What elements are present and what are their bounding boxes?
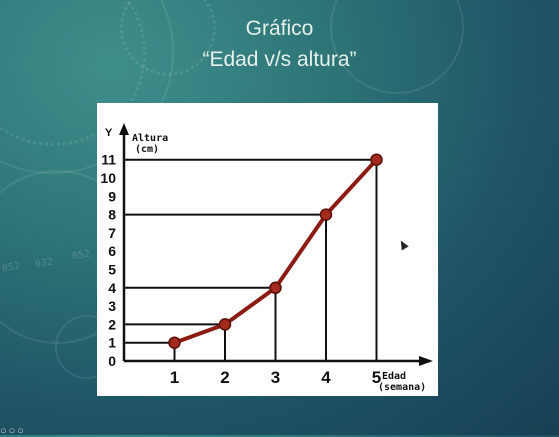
- x-axis-label: Edad: [382, 371, 406, 382]
- x-tick-label: 5: [372, 368, 381, 387]
- y-tick-label: 7: [108, 225, 116, 241]
- y-tick-label: 2: [108, 316, 116, 332]
- y-axis-label: Altura: [132, 133, 168, 144]
- y-tick-label: 0: [108, 353, 116, 369]
- y-tick-label: 9: [108, 188, 116, 204]
- y-tick-label: 6: [108, 243, 116, 259]
- chart-panel: Y Altura (cm) Edad (semana) 0 1 2 3 4 5 6 7 8 9 10…: [97, 103, 438, 396]
- y-tick-labels: 0 1 2 3 4 5 6 7 8 9 10 11: [100, 152, 116, 369]
- decorative-dial: [120, 0, 216, 76]
- x-tick-labels: 1 2 3 4 5: [170, 368, 381, 387]
- data-point: [370, 153, 383, 166]
- y-tick-label: 3: [108, 298, 116, 314]
- data-point: [218, 318, 232, 331]
- line-chart: Y Altura (cm) Edad (semana) 012345678910…: [100, 123, 433, 393]
- data-point: [319, 208, 333, 221]
- x-tick-label: 4: [321, 368, 331, 387]
- x-axis-unit: (semana): [378, 382, 426, 393]
- x-tick-label: 2: [220, 368, 229, 387]
- y-tick-label: 11: [101, 152, 116, 168]
- y-tick-label: 10: [100, 170, 116, 186]
- x-tick-label: 3: [271, 368, 280, 387]
- partial-glyphs: ○○○: [0, 425, 26, 437]
- data-point: [269, 281, 282, 295]
- y-tick-label: 4: [108, 280, 116, 296]
- y-axis-symbol: Y: [105, 127, 113, 139]
- slide-subtitle: “Edad v/s altura”: [202, 48, 357, 71]
- x-axis-arrow: [419, 356, 433, 366]
- guide-lines: [124, 158, 378, 361]
- y-axis-arrow: [119, 123, 129, 135]
- y-axis-unit: (cm): [135, 144, 159, 155]
- x-tick-label: 1: [170, 368, 179, 387]
- y-tick-label: 1: [108, 335, 116, 351]
- slide-title: Gráfico: [245, 17, 314, 40]
- y-tick-label: 5: [108, 262, 116, 278]
- data-series: [168, 153, 383, 349]
- data-point: [168, 336, 181, 349]
- axes: [119, 123, 433, 366]
- y-tick-label: 8: [108, 207, 116, 223]
